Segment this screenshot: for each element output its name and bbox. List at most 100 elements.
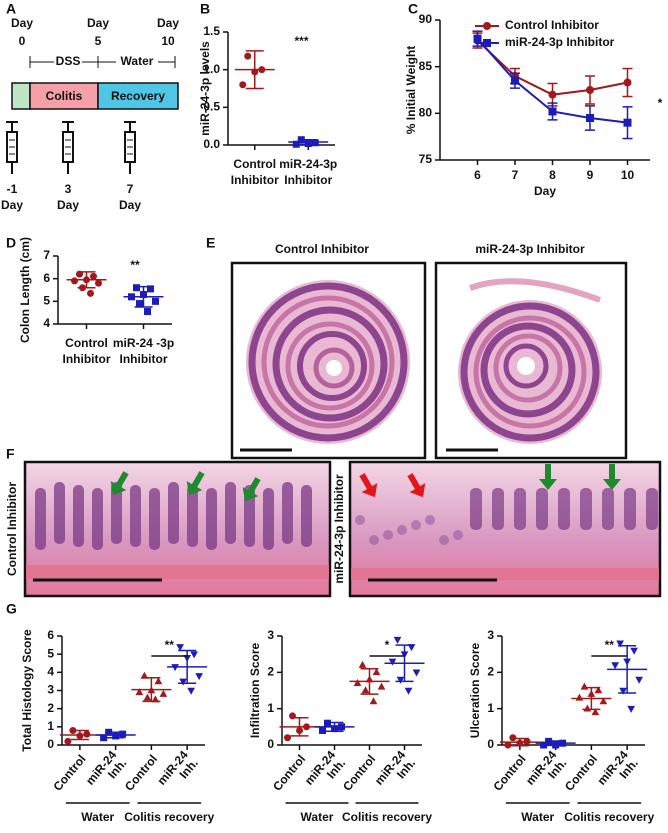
point (393, 636, 402, 644)
point (244, 52, 252, 60)
point (190, 651, 198, 659)
infiltrate (355, 515, 365, 525)
point (619, 687, 627, 695)
point (136, 300, 143, 308)
point (483, 22, 491, 30)
legend-label: Control Inhibitor (505, 18, 599, 32)
x-tick-label: 7 (512, 168, 519, 182)
stage-label: Recovery (111, 89, 165, 103)
crypt (536, 488, 548, 530)
phase-bg (116, 54, 158, 70)
y-tick-label: 5 (47, 646, 54, 660)
x-tick-label: Inhibitor (231, 173, 279, 187)
point (100, 734, 108, 742)
point (586, 114, 594, 122)
point (575, 693, 584, 701)
infiltrate (439, 535, 449, 545)
point (583, 704, 592, 712)
point (151, 695, 160, 703)
significance: * (385, 638, 390, 652)
crypt (225, 482, 236, 544)
point (71, 277, 78, 285)
point (83, 730, 91, 738)
x-tick-label: Inhibitor (63, 352, 111, 366)
crypt (624, 488, 636, 530)
point (95, 279, 102, 287)
y-axis-label: Total Histology Score (20, 629, 34, 752)
panel-label: A (6, 1, 16, 17)
infiltrate (453, 530, 463, 540)
day-label: 5 (95, 34, 102, 48)
x-tick-label: Control (50, 752, 88, 794)
point (407, 644, 416, 652)
x-tick-label: 9 (587, 168, 594, 182)
injection-label: Day (1, 198, 23, 212)
point (311, 139, 319, 147)
injection-label: 7 (127, 182, 134, 196)
point (404, 687, 413, 695)
y-tick-label: 75 (419, 152, 433, 166)
infiltrate (397, 525, 407, 535)
point (594, 686, 603, 694)
y-tick-label: 5 (43, 294, 50, 308)
day-label: Day (157, 16, 179, 30)
phase-bg (54, 54, 82, 70)
y-tick-label: 0 (47, 737, 54, 751)
crypt (580, 488, 592, 530)
y-tick-label: 4 (43, 316, 50, 330)
point (540, 741, 548, 749)
x-tick-label: 6 (474, 168, 481, 182)
injection-label: Day (57, 198, 79, 212)
significance: *** (294, 34, 308, 48)
muscle-layer (26, 565, 329, 579)
crypt (492, 488, 504, 530)
point (133, 284, 140, 292)
infiltrate (369, 535, 379, 545)
point (143, 693, 152, 701)
y-tick-label: 1 (47, 719, 54, 733)
point (372, 668, 381, 676)
point (548, 107, 557, 116)
injection-label: Day (119, 198, 141, 212)
x-tick-label: Control (340, 752, 378, 794)
image-title: Control Inhibitor (275, 242, 369, 256)
day-label: Day (87, 16, 109, 30)
image-title: miR-24-3p Inhibitor (475, 242, 585, 256)
image-side-label: Control Inhibitor (5, 482, 19, 576)
crypt (558, 488, 570, 530)
point (159, 689, 168, 697)
x-tick-label: 8 (549, 168, 556, 182)
infiltrate (411, 520, 421, 530)
point (627, 705, 635, 713)
group-label: Colitis recovery (564, 810, 654, 824)
point (135, 688, 144, 696)
point (361, 686, 370, 694)
point (147, 285, 154, 293)
colitis-bar (29, 82, 99, 110)
point (586, 86, 594, 94)
crypt (282, 482, 293, 544)
significance: ** (605, 638, 615, 652)
point (319, 726, 326, 734)
point (388, 658, 397, 666)
point (179, 678, 187, 686)
crypt (187, 485, 198, 547)
injection-label: 3 (65, 182, 72, 196)
point (483, 39, 491, 47)
y-tick-label: 1.5 (203, 24, 220, 38)
group-label: Water (521, 810, 554, 824)
injection-label: -1 (7, 182, 18, 196)
point (623, 78, 632, 87)
significance: ** (130, 258, 140, 272)
syringe (123, 121, 137, 175)
x-tick-label: Inhibitor (120, 352, 168, 366)
group-label: Colitis recovery (124, 810, 214, 824)
histology-e: Control Inhibitor miR-24-3p Inhibitor (230, 242, 628, 460)
x-tick-label: miR-24-3p (279, 157, 337, 171)
day-label: 10 (161, 34, 175, 48)
point (616, 640, 624, 648)
